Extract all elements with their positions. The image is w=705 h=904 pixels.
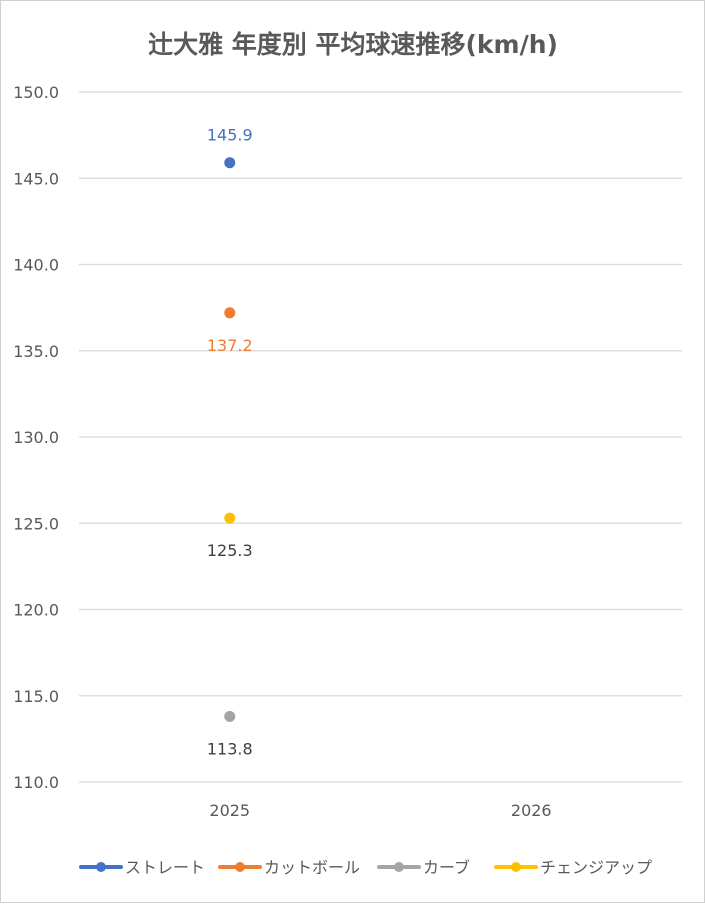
legend-marker	[511, 862, 521, 872]
legend-marker	[235, 862, 245, 872]
data-point	[224, 710, 236, 722]
data-labels: 145.9 137.2 113.8 125.3	[207, 126, 253, 759]
gridlines	[79, 91, 682, 783]
data-label: 137.2	[207, 336, 253, 355]
y-tick-label: 150.0	[13, 83, 59, 102]
y-tick-label: 125.0	[13, 514, 59, 533]
data-label: 125.3	[207, 541, 253, 560]
y-tick-label: 140.0	[13, 256, 59, 275]
legend-label: チェンジアップ	[540, 858, 652, 877]
data-point	[224, 157, 236, 169]
legend-label: カーブ	[423, 858, 470, 877]
legend-label: ストレート	[125, 858, 205, 877]
x-tick-label: 2026	[511, 801, 552, 820]
legend: ストレート カットボール カーブ チェンジアップ	[79, 858, 652, 877]
data-point	[224, 307, 236, 319]
data-point	[224, 512, 236, 524]
y-tick-label: 130.0	[13, 428, 59, 447]
legend-marker	[96, 862, 106, 872]
legend-marker	[394, 862, 404, 872]
y-tick-label: 145.0	[13, 169, 59, 188]
x-axis-ticks: 2025 2026	[209, 801, 551, 820]
y-tick-label: 135.0	[13, 342, 59, 361]
y-axis-ticks: 110.0 115.0 120.0 125.0 130.0 135.0 140.0 145.0…	[13, 83, 59, 792]
data-points	[224, 157, 236, 722]
data-label: 113.8	[207, 739, 253, 758]
y-tick-label: 115.0	[13, 687, 59, 706]
x-tick-label: 2025	[209, 801, 250, 820]
chart-title: 辻大雅 年度別 平均球速推移(km/h)	[148, 30, 558, 59]
data-label: 145.9	[207, 126, 253, 145]
y-tick-label: 110.0	[13, 773, 59, 792]
legend-label: カットボール	[264, 858, 360, 877]
y-tick-label: 120.0	[13, 601, 59, 620]
